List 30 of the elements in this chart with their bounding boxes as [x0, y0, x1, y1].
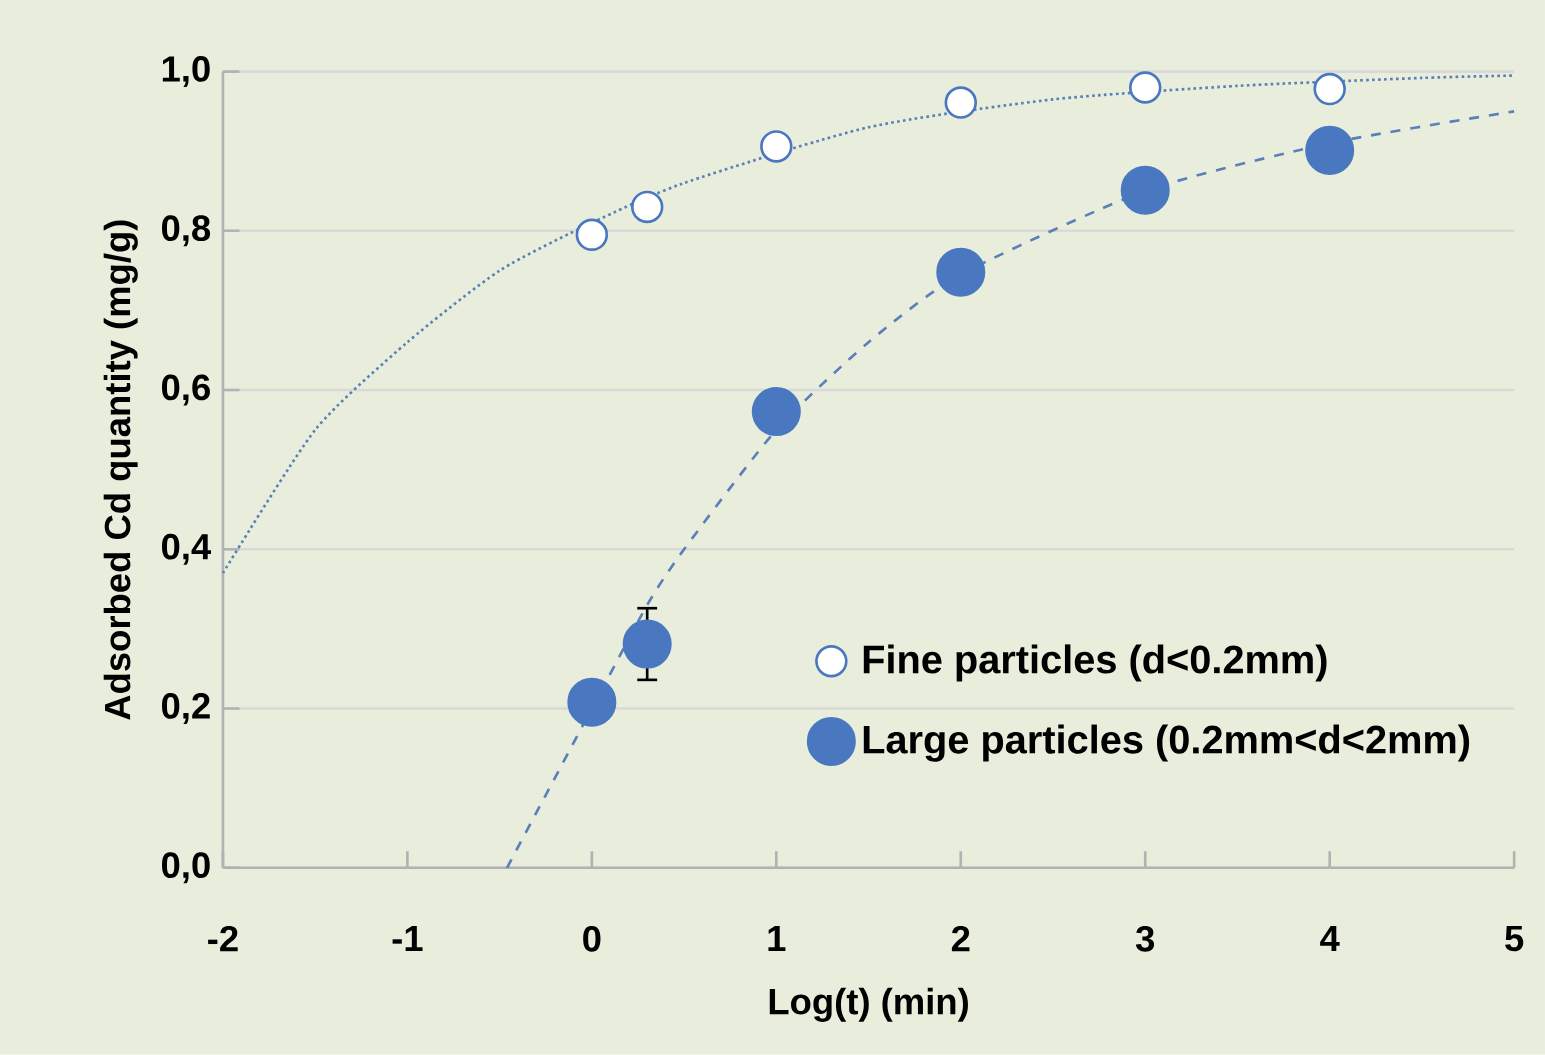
point	[751, 387, 801, 437]
legend-label: Fine particles (d<0.2mm)	[863, 644, 1327, 682]
point	[944, 86, 978, 120]
x-tick-label: 2	[951, 926, 970, 952]
x-tick-label: 3	[1135, 926, 1155, 952]
point	[1305, 126, 1355, 176]
y-axis-title: Adsorbed Cd quantity (mg/g)	[103, 220, 138, 721]
point	[1313, 73, 1346, 106]
x-axis-title: Log(t) (min)	[769, 987, 968, 1023]
point	[622, 619, 672, 669]
y-tick-label: 0,8	[162, 215, 211, 247]
y-tick-label: 1,0	[162, 56, 210, 88]
y-tick-label: 0,2	[162, 693, 210, 725]
point	[1128, 71, 1162, 104]
x-tick-label: 0	[583, 926, 601, 952]
point	[936, 247, 986, 297]
y-tick-label: 0,6	[162, 374, 210, 406]
x-tick-label: 1	[768, 926, 786, 952]
y-tick-label: 0,4	[162, 533, 212, 566]
point	[760, 130, 793, 163]
point	[1120, 165, 1170, 215]
point	[575, 218, 609, 252]
y-tick-label: 0,0	[162, 852, 210, 884]
point	[567, 677, 617, 727]
x-tick-label: 4	[1320, 926, 1340, 952]
point	[630, 190, 664, 224]
x-tick-label: -1	[392, 926, 423, 952]
x-tick-label: -2	[208, 926, 238, 952]
x-tick-label: 5	[1505, 926, 1524, 952]
legend-label: Large particles (0.2mm<d<2mm)	[863, 724, 1470, 762]
